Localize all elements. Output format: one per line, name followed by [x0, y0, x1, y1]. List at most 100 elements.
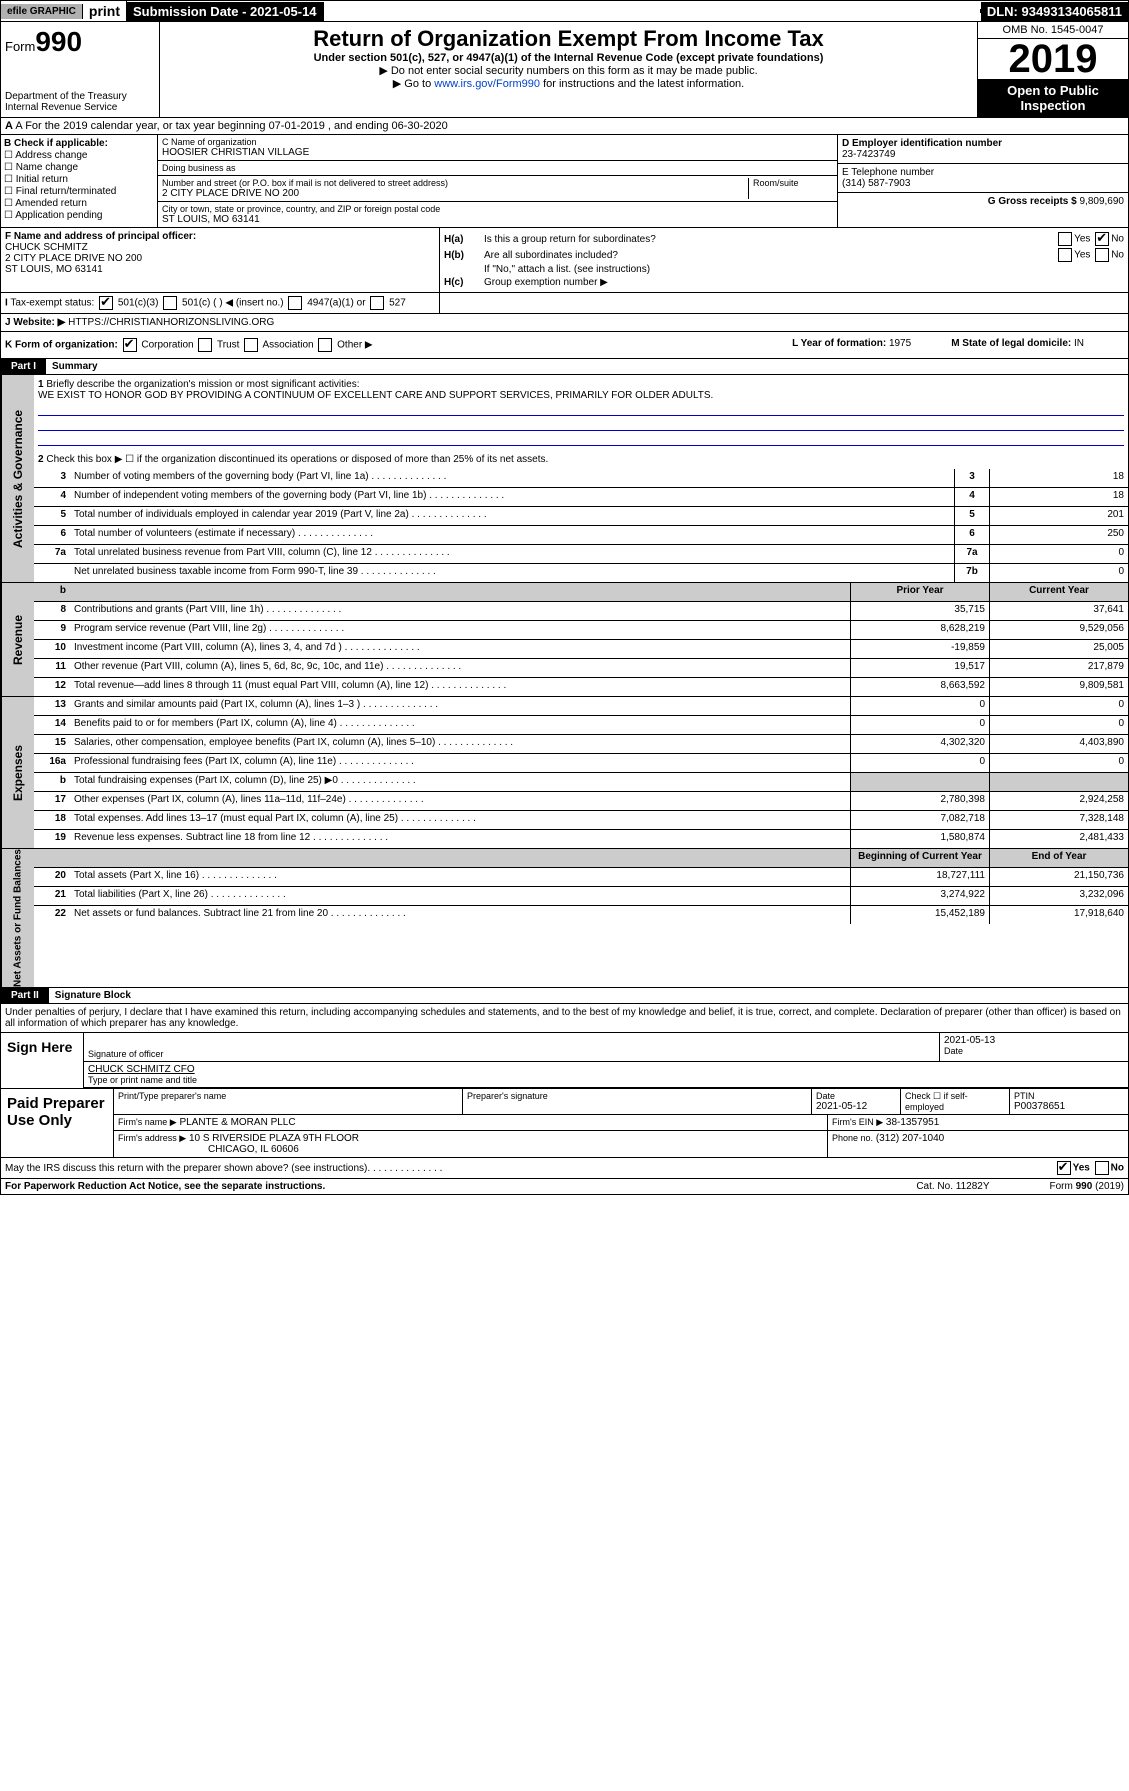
- check-corp[interactable]: [123, 338, 137, 352]
- governance-section: Activities & Governance 1 Briefly descri…: [0, 375, 1129, 583]
- section-m: M State of legal domicile: IN: [951, 338, 1084, 352]
- section-h: H(a)Is this a group return for subordina…: [440, 228, 1128, 292]
- line-3: 3Number of voting members of the governi…: [34, 469, 1128, 488]
- submission-date: Submission Date - 2021-05-14: [127, 2, 324, 21]
- phone-value: (314) 587-7903: [842, 178, 1124, 189]
- section-l: L Year of formation: 1975: [792, 338, 911, 352]
- form-note1: ▶ Do not enter social security numbers o…: [164, 64, 973, 77]
- check-address[interactable]: ☐ Address change: [4, 150, 154, 161]
- line-15: 15Salaries, other compensation, employee…: [34, 735, 1128, 754]
- section-c: C Name of organization HOOSIER CHRISTIAN…: [158, 135, 837, 227]
- efile-label: efile GRAPHIC: [1, 4, 83, 19]
- header-spacer: [324, 9, 981, 13]
- form-note2: ▶ Go to www.irs.gov/Form990 for instruct…: [164, 77, 973, 90]
- city-label: City or town, state or province, country…: [162, 204, 833, 214]
- address: 2 CITY PLACE DRIVE NO 200: [162, 188, 748, 199]
- line-16a: 16aProfessional fundraising fees (Part I…: [34, 754, 1128, 773]
- line-b: bTotal fundraising expenses (Part IX, co…: [34, 773, 1128, 792]
- line-7a: 7aTotal unrelated business revenue from …: [34, 545, 1128, 564]
- gov-label: Activities & Governance: [1, 375, 34, 582]
- website-label: Website: ▶: [13, 317, 65, 328]
- row-i: I Tax-exempt status: 501(c)(3) 501(c) ( …: [0, 293, 1129, 314]
- website-value: HTTPS://CHRISTIANHORIZONSLIVING.ORG: [68, 317, 274, 328]
- sign-here-label: Sign Here: [1, 1033, 84, 1088]
- header-bar: efile GRAPHIC print Submission Date - 20…: [0, 0, 1129, 22]
- line-19: 19Revenue less expenses. Subtract line 1…: [34, 830, 1128, 848]
- hb-yesno[interactable]: Yes No: [1056, 248, 1124, 262]
- section-deg: D Employer identification number 23-7423…: [837, 135, 1128, 227]
- form-title: Return of Organization Exempt From Incom…: [164, 26, 973, 52]
- check-501c[interactable]: [163, 296, 177, 310]
- part2-header: Part IISignature Block: [0, 988, 1129, 1004]
- block-fh: F Name and address of principal officer:…: [0, 228, 1129, 293]
- line-22: 22Net assets or fund balances. Subtract …: [34, 906, 1128, 924]
- check-initial[interactable]: ☐ Initial return: [4, 174, 154, 185]
- phone-label: E Telephone number: [842, 167, 1124, 178]
- print-button[interactable]: print: [83, 1, 127, 21]
- line-9: 9Program service revenue (Part VIII, lin…: [34, 621, 1128, 640]
- net-section: Net Assets or Fund Balances Beginning of…: [0, 849, 1129, 988]
- dln-label: DLN: 93493134065811: [981, 2, 1128, 21]
- form-subtitle: Under section 501(c), 527, or 4947(a)(1)…: [164, 52, 973, 64]
- section-f: F Name and address of principal officer:…: [1, 228, 440, 292]
- room-label: Room/suite: [748, 178, 833, 199]
- tax-status-label: Tax-exempt status:: [10, 298, 94, 309]
- ha-yesno[interactable]: Yes No: [1056, 232, 1124, 246]
- officer-print-name: CHUCK SCHMITZ CFO: [88, 1064, 1124, 1075]
- preparer-title: Paid Preparer Use Only: [1, 1089, 114, 1157]
- b-title: B Check if applicable:: [4, 138, 154, 149]
- line2-text: Check this box ▶ ☐ if the organization d…: [46, 454, 548, 465]
- sig-date: 2021-05-13: [944, 1035, 1124, 1046]
- check-amended[interactable]: ☐ Amended return: [4, 198, 154, 209]
- mission-text: WE EXIST TO HONOR GOD BY PROVIDING A CON…: [38, 390, 1124, 401]
- line-13: 13Grants and similar amounts paid (Part …: [34, 697, 1128, 716]
- irs-label: Internal Revenue Service: [5, 102, 155, 113]
- ein-label: D Employer identification number: [842, 138, 1124, 149]
- net-label: Net Assets or Fund Balances: [1, 849, 34, 987]
- rev-label: Revenue: [1, 583, 34, 696]
- line-4: 4Number of independent voting members of…: [34, 488, 1128, 507]
- exp-label: Expenses: [1, 697, 34, 848]
- line-5: 5Total number of individuals employed in…: [34, 507, 1128, 526]
- perjury-note: Under penalties of perjury, I declare th…: [1, 1004, 1128, 1032]
- line-a: A A For the 2019 calendar year, or tax y…: [0, 118, 1129, 135]
- open-public-badge: Open to Public Inspection: [978, 79, 1128, 117]
- officer-addr2: ST LOUIS, MO 63141: [5, 264, 435, 275]
- block-bcdeg: B Check if applicable: ☐ Address change …: [0, 135, 1129, 228]
- line-18: 18Total expenses. Add lines 13–17 (must …: [34, 811, 1128, 830]
- check-527[interactable]: [370, 296, 384, 310]
- check-4947[interactable]: [288, 296, 302, 310]
- discuss-row: May the IRS discuss this return with the…: [0, 1158, 1129, 1179]
- check-name[interactable]: ☐ Name change: [4, 162, 154, 173]
- dba-label: Doing business as: [162, 163, 833, 173]
- line-14: 14Benefits paid to or for members (Part …: [34, 716, 1128, 735]
- check-pending[interactable]: ☐ Application pending: [4, 210, 154, 221]
- line-20: 20Total assets (Part X, line 16)18,727,1…: [34, 868, 1128, 887]
- section-b: B Check if applicable: ☐ Address change …: [1, 135, 158, 227]
- sig-officer-label: Signature of officer: [88, 1049, 935, 1059]
- section-k: K Form of organization: Corporation Trus…: [5, 338, 373, 352]
- check-trust[interactable]: [198, 338, 212, 352]
- irs-link[interactable]: www.irs.gov/Form990: [434, 78, 540, 90]
- city: ST LOUIS, MO 63141: [162, 214, 833, 225]
- revenue-section: Revenue bPrior YearCurrent Year 8Contrib…: [0, 583, 1129, 697]
- discuss-yesno[interactable]: Yes No: [1055, 1161, 1124, 1175]
- org-name-label: C Name of organization: [162, 137, 833, 147]
- line-12: 12Total revenue—add lines 8 through 11 (…: [34, 678, 1128, 696]
- row-klm: K Form of organization: Corporation Trus…: [0, 332, 1129, 359]
- address-label: Number and street (or P.O. box if mail i…: [162, 178, 748, 188]
- preparer-block: Paid Preparer Use Only Print/Type prepar…: [0, 1089, 1129, 1158]
- gross-label: G Gross receipts $: [988, 196, 1077, 207]
- check-final[interactable]: ☐ Final return/terminated: [4, 186, 154, 197]
- part1-header: Part ISummary: [0, 359, 1129, 375]
- officer-label: F Name and address of principal officer:: [5, 231, 435, 242]
- gross-value: 9,809,690: [1080, 196, 1125, 207]
- check-other[interactable]: [318, 338, 332, 352]
- form-footer: For Paperwork Reduction Act Notice, see …: [0, 1179, 1129, 1195]
- check-assoc[interactable]: [244, 338, 258, 352]
- line-8: 8Contributions and grants (Part VIII, li…: [34, 602, 1128, 621]
- check-501c3[interactable]: [99, 296, 113, 310]
- officer-name: CHUCK SCHMITZ: [5, 242, 435, 253]
- tax-year: 2019: [978, 39, 1128, 79]
- line-17: 17Other expenses (Part IX, column (A), l…: [34, 792, 1128, 811]
